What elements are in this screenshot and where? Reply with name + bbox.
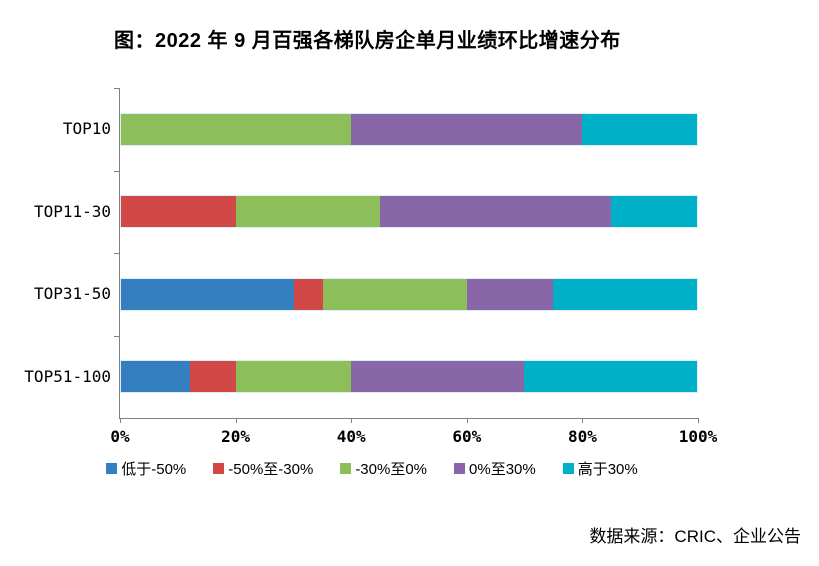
bar-segment (322, 278, 467, 310)
legend-item: -30%至0% (340, 458, 427, 479)
stacked-bar-top51-100 (120, 360, 698, 394)
x-axis-line (119, 418, 698, 419)
bar-segment (610, 196, 697, 228)
y-axis-label: TOP11-30 (33, 201, 111, 221)
bar-segment (466, 278, 553, 310)
legend-swatch (562, 463, 574, 474)
x-axis-tick (698, 418, 699, 423)
chart-row-top10 (120, 88, 698, 171)
bar-segment (293, 278, 323, 310)
bar-segment (351, 361, 525, 393)
x-axis-label: 60% (452, 427, 482, 446)
x-axis-tick (351, 418, 353, 423)
legend-label: 高于30% (577, 461, 638, 478)
legend-label: 0%至30% (469, 461, 536, 478)
bar-segment (524, 361, 697, 393)
chart-row-top51-100 (120, 336, 698, 419)
stacked-bar-top31-50 (120, 277, 698, 311)
y-axis-tick (114, 335, 119, 337)
x-axis-label: 40% (336, 427, 366, 446)
legend-swatch (454, 463, 466, 474)
bar-segment (581, 113, 697, 145)
bar-segment (380, 196, 611, 228)
chart-row-top11-30 (120, 171, 698, 254)
y-axis-label: TOP31-50 (33, 284, 111, 304)
legend-item: 0%至30% (454, 458, 536, 479)
legend-item: 低于-50% (106, 458, 186, 479)
x-axis-label: 20% (221, 427, 251, 446)
bar-segment (351, 113, 582, 145)
stacked-bar-top11-30 (120, 195, 698, 229)
legend-label: -30%至0% (355, 461, 428, 478)
bar-segment (121, 113, 352, 145)
legend-swatch (213, 463, 225, 474)
y-axis-label: TOP51-100 (24, 366, 111, 386)
x-axis-label: 0% (110, 427, 130, 446)
legend-label: -50%至-30% (228, 461, 314, 478)
legend-item: -50%至-30% (213, 458, 313, 479)
legend-label: 低于-50% (121, 461, 187, 478)
stacked-bar-top10 (120, 112, 698, 146)
x-axis-label: 100% (678, 427, 718, 446)
bars-container (120, 88, 698, 418)
x-axis-tick (120, 418, 121, 423)
legend-swatch (106, 463, 118, 474)
legend-item: 高于30% (562, 458, 638, 479)
bar-segment (236, 196, 381, 228)
chart-title: 图：2022 年 9 月百强各梯队房企单月业绩环比增速分布 (114, 30, 621, 52)
bar-segment (121, 196, 237, 228)
x-axis-tick (582, 418, 584, 423)
bar-segment (190, 361, 237, 393)
bar-segment (552, 278, 697, 310)
y-axis-tick (114, 170, 119, 172)
y-axis-tick (114, 253, 119, 254)
bar-segment (121, 278, 294, 310)
chart-row-top31-50 (120, 253, 698, 336)
source-note: 数据来源：CRIC、企业公告 (589, 527, 801, 546)
legend-swatch (340, 463, 352, 474)
bar-segment (236, 361, 352, 393)
x-axis-label: 80% (567, 427, 597, 446)
y-axis-label: TOP10 (62, 119, 111, 139)
y-axis-line (119, 88, 120, 418)
bar-segment (121, 361, 191, 393)
y-axis-tick (114, 88, 119, 89)
legend: 低于-50% -50%至-30% -30%至0% 0%至30% 高于30% (0, 458, 744, 479)
x-axis-tick (466, 418, 468, 423)
plot-area: TOP10 TOP11-30 TOP31-50 TOP51-100 0% 20% 40% 6… (24, 88, 717, 446)
x-axis-tick (235, 418, 237, 423)
